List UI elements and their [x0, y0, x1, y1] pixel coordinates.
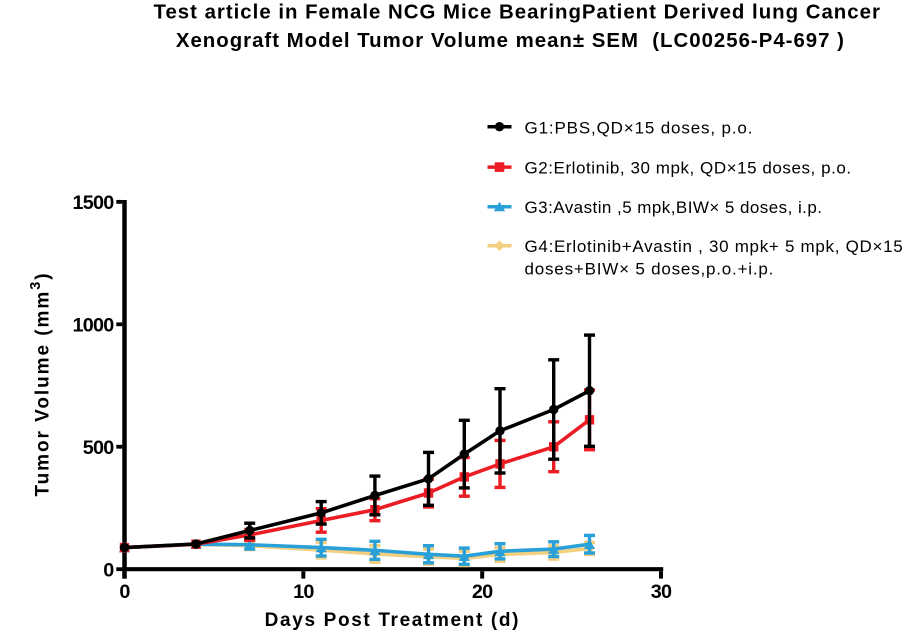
svg-text:Xenograft Model Tumor Volume m: Xenograft Model Tumor Volume mean± SEM (… [176, 30, 845, 52]
svg-text:G2:Erlotinib, 30 mpk, QD×15 do: G2:Erlotinib, 30 mpk, QD×15 doses, p.o. [525, 159, 852, 178]
svg-text:1000: 1000 [72, 315, 114, 337]
svg-text:1500: 1500 [72, 192, 114, 214]
svg-text:G4:Erlotinib+Avastin , 30 mpk+: G4:Erlotinib+Avastin , 30 mpk+ 5 mpk, QD… [525, 237, 904, 256]
svg-text:0: 0 [103, 559, 114, 581]
svg-text:10: 10 [293, 581, 314, 603]
svg-text:500: 500 [83, 437, 115, 459]
svg-text:doses+BIW× 5 doses,p.o.+i.p.: doses+BIW× 5 doses,p.o.+i.p. [525, 260, 775, 279]
svg-text:Tumor Volume (mm3): Tumor Volume (mm3) [28, 271, 54, 496]
svg-text:30: 30 [651, 581, 672, 603]
svg-text:0: 0 [119, 581, 130, 603]
svg-text:G1:PBS,QD×15 doses, p.o.: G1:PBS,QD×15 doses, p.o. [525, 118, 754, 137]
svg-text:Days Post Treatment (d): Days Post Treatment (d) [265, 610, 520, 631]
svg-text:20: 20 [472, 581, 493, 603]
svg-text:Test article in Female NCG Mic: Test article in Female NCG Mice BearingP… [154, 2, 881, 24]
svg-text:G3:Avastin ,5 mpk,BIW× 5 doses: G3:Avastin ,5 mpk,BIW× 5 doses, i.p. [525, 198, 823, 217]
